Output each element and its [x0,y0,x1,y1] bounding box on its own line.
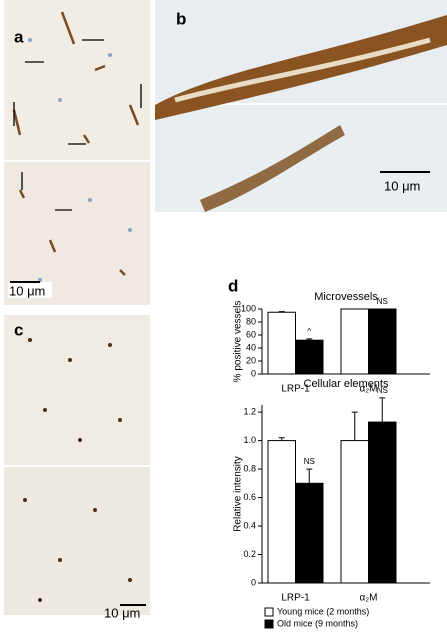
y-axis-label: Relative intensity [233,456,244,532]
annotation: NS [304,457,315,466]
annotation: NS [377,297,388,306]
y-tick-label: 60 [246,329,256,339]
y-tick-label: 0.8 [243,463,256,473]
error-bar [306,338,313,341]
bar [267,440,296,584]
arrows [13,39,142,211]
panel-label: d [228,276,238,295]
micrograph [4,0,150,160]
panel-label: c [14,320,23,339]
bar [295,482,324,584]
scale-label: 10 μm [9,283,45,298]
legend-swatch [264,619,274,629]
y-tick-label: 0.6 [243,492,256,502]
scale-box [8,282,52,298]
bar [368,308,397,375]
cells [23,338,132,602]
nuclei [28,38,132,282]
y-tick-label: 0.2 [243,549,256,559]
bar [295,339,324,375]
x-tick-label: LRP-1 [281,593,310,604]
scale-label: 10 μm [384,178,420,193]
bar [267,311,296,375]
vessel [155,15,447,120]
y-tick-label: 0.4 [243,520,256,530]
vessels [12,11,140,276]
vessel [200,125,345,212]
scale-label: 10 μm [104,605,140,620]
error-bar [351,411,358,441]
y-tick-label: 1.2 [243,406,256,416]
legend-label: Old mice (9 months) [277,618,358,628]
error-bar [379,397,386,423]
x-tick-label: α₂M [360,384,378,395]
y-tick-label: 20 [246,355,256,365]
micrograph [4,315,150,465]
y-tick-label: 100 [241,303,256,313]
error-bar [278,437,285,441]
chart-title: Microvessels [314,291,378,303]
bar [368,421,397,584]
y-tick-label: 1.0 [243,435,256,445]
x-tick-label: α₂M [360,593,378,604]
panel-label: b [176,9,186,28]
y-tick-label: 0 [251,577,256,587]
x-tick-label: LRP-1 [281,384,310,395]
y-tick-label: 80 [246,316,256,326]
legend-swatch [264,607,274,617]
bar [340,308,369,375]
legend-label: Young mice (2 months) [277,606,369,616]
micrograph [4,467,150,615]
lumen [174,37,431,103]
chart-title: Cellular elements [304,378,389,390]
annotation: ^ [307,327,311,336]
y-axis-label: % positive vessels [233,301,244,383]
y-tick-label: 0 [251,368,256,378]
bar [340,440,369,584]
error-bar [306,468,313,484]
annotation: NS [377,386,388,395]
error-bar [278,311,285,313]
y-tick-label: 40 [246,342,256,352]
panel-label: a [14,27,24,46]
